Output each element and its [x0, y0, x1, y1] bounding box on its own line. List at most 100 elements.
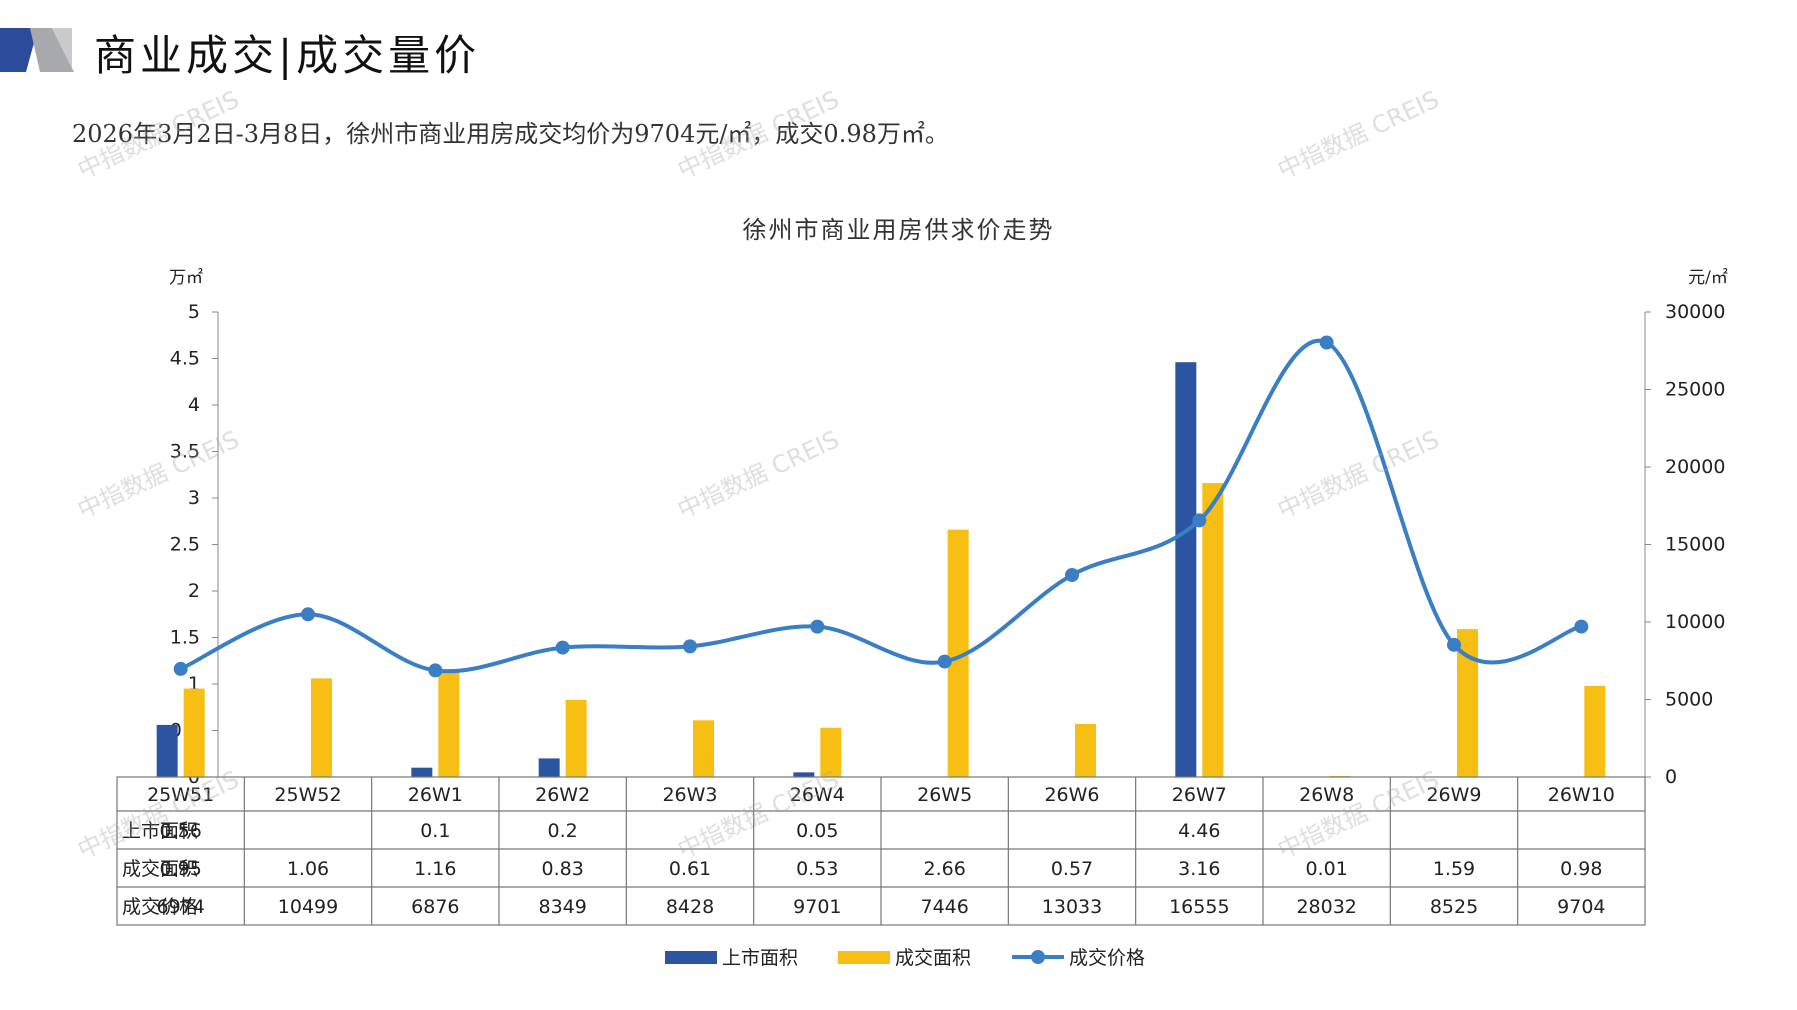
- page-subtitle: 2026年3月2日-3月8日，徐州市商业用房成交均价为9704元/㎡，成交0.9…: [72, 120, 949, 148]
- left-tick-label: 3: [188, 487, 200, 509]
- bar-deal-area: [438, 669, 460, 777]
- table-cell: 6974: [156, 896, 204, 918]
- bar-supply-area: [793, 772, 815, 777]
- brand-logo: [0, 28, 74, 72]
- category-label: 26W2: [535, 784, 590, 806]
- bar-supply-area: [411, 767, 433, 777]
- table-cell: 0.57: [1051, 858, 1093, 880]
- right-tick-label: 10000: [1665, 611, 1725, 633]
- category-label: 26W8: [1299, 784, 1354, 806]
- table-cell: 0.98: [1560, 858, 1602, 880]
- table-cell: 1.06: [287, 858, 329, 880]
- left-tick-label: 5: [188, 301, 200, 323]
- table-cell: 28032: [1296, 896, 1356, 918]
- category-label: 25W51: [147, 784, 214, 806]
- category-label: 26W1: [408, 784, 463, 806]
- price-point: [1319, 335, 1334, 350]
- category-label: 26W3: [662, 784, 717, 806]
- legend-label-deal-area: 成交面积: [895, 947, 971, 969]
- table-cell: 16555: [1169, 896, 1229, 918]
- bar-supply-area: [1175, 362, 1197, 777]
- left-tick-label: 2.5: [170, 534, 200, 556]
- right-tick-label: 20000: [1665, 456, 1725, 478]
- table-row-label: 成交价格: [122, 896, 198, 918]
- category-label: 26W5: [917, 784, 972, 806]
- bar-deal-area: [311, 678, 332, 777]
- table-cell: 2.66: [924, 858, 966, 880]
- table-cell: 0.2: [548, 820, 578, 842]
- table-cell: 8525: [1430, 896, 1478, 918]
- bar-deal-area: [947, 529, 969, 777]
- chart-title: 徐州市商业用房供求价走势: [742, 216, 1055, 244]
- table-cell: 10499: [278, 896, 338, 918]
- table-cell: 0.01: [1306, 858, 1348, 880]
- price-point: [683, 639, 697, 654]
- table-row-label: 上市面积: [122, 820, 198, 842]
- bar-deal-area: [1584, 685, 1606, 777]
- table-cell: 0.61: [669, 858, 711, 880]
- price-point: [301, 607, 315, 622]
- price-point: [1065, 567, 1079, 582]
- category-label: 26W4: [790, 784, 845, 806]
- table-cell: 9704: [1557, 896, 1605, 918]
- right-tick-label: 0: [1665, 766, 1677, 788]
- table-cell: 1.59: [1433, 858, 1475, 880]
- bar-supply-area: [156, 724, 178, 777]
- legend-marker-price: [1031, 950, 1045, 964]
- category-label: 26W7: [1172, 784, 1227, 806]
- price-point: [1574, 619, 1589, 634]
- table-cell: 8349: [538, 896, 586, 918]
- left-tick-label: 4: [188, 394, 200, 416]
- legend-swatch-deal-area: [838, 951, 890, 964]
- right-tick-label: 15000: [1665, 534, 1725, 556]
- table-cell: 1.16: [414, 858, 456, 880]
- legend-label-price: 成交价格: [1069, 947, 1145, 969]
- left-tick-label: 1.5: [170, 627, 200, 649]
- page-title: 商业成交|成交量价: [94, 31, 481, 80]
- table-cell: 0.53: [796, 858, 838, 880]
- left-tick-label: 2: [188, 580, 200, 602]
- table-cell: 6876: [411, 896, 459, 918]
- right-tick-label: 5000: [1665, 689, 1713, 711]
- left-tick-label: 4.5: [170, 348, 200, 370]
- legend-label-supply: 上市面积: [722, 947, 798, 969]
- bar-deal-area: [1202, 483, 1224, 777]
- category-label: 25W52: [274, 784, 341, 806]
- category-label: 26W9: [1426, 784, 1481, 806]
- table-cell: 3.16: [1178, 858, 1220, 880]
- category-label: 26W10: [1548, 784, 1615, 806]
- table-cell: 13033: [1042, 896, 1102, 918]
- price-point: [1447, 637, 1461, 652]
- right-axis-unit: 元/㎡: [1688, 268, 1728, 288]
- price-point: [428, 663, 443, 678]
- table-row-label: 成交面积: [122, 858, 198, 880]
- legend-swatch-supply: [665, 951, 717, 964]
- price-point: [1192, 513, 1207, 528]
- bar-deal-area: [1457, 629, 1478, 777]
- table-cell: 9701: [793, 896, 841, 918]
- category-label: 26W6: [1044, 784, 1099, 806]
- bar-deal-area: [1075, 723, 1096, 777]
- bar-deal-area: [183, 688, 205, 777]
- bar-supply-area: [538, 758, 560, 777]
- price-point: [555, 640, 570, 655]
- left-tick-label: 3.5: [170, 441, 200, 463]
- price-point: [937, 654, 952, 669]
- right-tick-label: 30000: [1665, 301, 1725, 323]
- price-line: [179, 338, 1582, 674]
- table-cell: 8428: [666, 896, 714, 918]
- table-cell: 0.56: [160, 820, 202, 842]
- right-tick-label: 25000: [1665, 379, 1725, 401]
- bar-deal-area: [693, 720, 714, 777]
- bar-deal-area: [820, 727, 842, 777]
- table-cell: 7446: [920, 896, 968, 918]
- bar-deal-area: [565, 699, 587, 777]
- table-cell: 0.1: [420, 820, 450, 842]
- table-cell: 4.46: [1178, 820, 1220, 842]
- price-point: [810, 619, 825, 634]
- table-cell: 0.95: [160, 858, 202, 880]
- table-cell: 0.83: [542, 858, 584, 880]
- left-axis-unit: 万㎡: [169, 268, 203, 288]
- price-point: [173, 661, 188, 676]
